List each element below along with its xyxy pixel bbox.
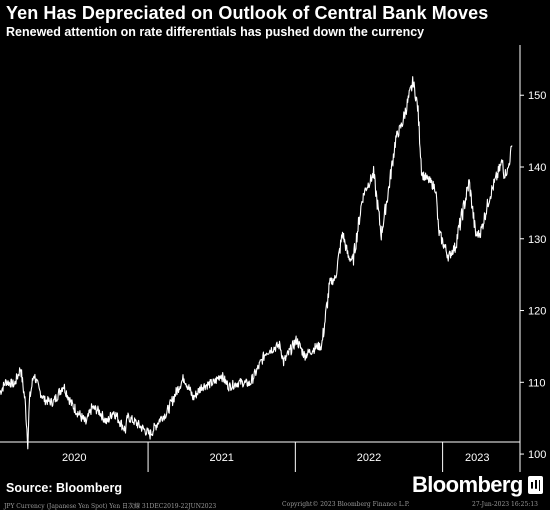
chart-subtitle: Renewed attention on rate differentials …	[6, 25, 425, 39]
security-note: JPY Currency (Japanese Yen Spot) Yen 日次線…	[4, 503, 217, 510]
y-tick-label: 100	[528, 449, 546, 461]
chart-axes	[0, 45, 521, 472]
series-layer	[0, 76, 513, 450]
y-tick-label: 130	[528, 234, 546, 246]
bar-chart-icon	[527, 476, 543, 494]
y-axis-ticks: 100 110 120 130 140 150	[520, 90, 546, 461]
brand-wordmark: Bloomberg	[412, 472, 523, 497]
x-tick-label: 2020	[62, 452, 86, 464]
bloomberg-logo: Bloomberg	[412, 472, 543, 498]
copyright-note: Copyright© 2023 Bloomberg Finance L.P.	[282, 501, 410, 508]
source-label: Source: Bloomberg	[6, 481, 122, 495]
x-axis-ticks: 2020 2021 2022 2023	[62, 442, 490, 472]
y-tick-label: 140	[528, 162, 546, 174]
y-tick-label: 150	[528, 90, 546, 102]
usd-jpy-series-line	[0, 76, 513, 450]
footer-fine-print: JPY Currency (Japanese Yen Spot) Yen 日次線…	[0, 500, 550, 510]
x-tick-label: 2022	[357, 452, 381, 464]
x-tick-label: 2023	[465, 452, 489, 464]
y-tick-label: 110	[528, 377, 546, 389]
x-tick-label: 2021	[209, 452, 233, 464]
chart-title: Yen Has Depreciated on Outlook of Centra…	[6, 3, 489, 23]
timestamp: 27-Jun-2023 16:25:13	[472, 501, 538, 508]
y-tick-label: 120	[528, 306, 546, 318]
